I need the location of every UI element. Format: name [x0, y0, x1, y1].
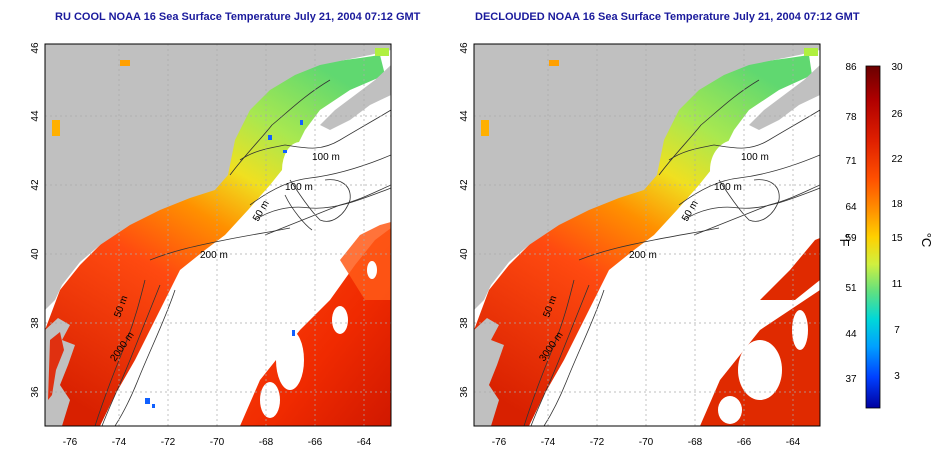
sst-islands-right [481, 48, 818, 136]
f-tick-44: 44 [845, 329, 857, 340]
lon-tick-left-64: -64 [357, 437, 372, 448]
lon-tick-right-66: -66 [737, 437, 752, 448]
water-bay-left [48, 332, 64, 400]
f-tick-59: 59 [845, 233, 857, 244]
contour-label-right-0: 100 m [741, 152, 769, 163]
colorbar-f-ticks: 86 78 71 64 59 51 44 37 [845, 62, 857, 385]
f-tick-64: 64 [845, 202, 857, 213]
f-tick-51: 51 [845, 283, 857, 294]
contour-label-left-3: 200 m [200, 250, 228, 261]
graticule-left [45, 44, 391, 426]
lon-tick-left-72: -72 [161, 437, 176, 448]
colorbar-gradient [865, 65, 881, 409]
c-tick-26: 26 [891, 109, 903, 120]
lon-tick-left-76: -76 [63, 437, 78, 448]
lon-tick-right-68: -68 [688, 437, 703, 448]
lat-tick-left-42: 42 [30, 179, 41, 191]
map-frame-right [473, 43, 821, 427]
contour-label-right-3: 200 m [629, 250, 657, 261]
graticule-right [474, 44, 820, 426]
lat-axis-left: 36 38 40 42 44 46 [30, 42, 41, 398]
map-panel-left: 100 m 100 m 50 m 200 m 50 m 2000 m 36 38… [30, 42, 392, 448]
lat-tick-right-44: 44 [459, 110, 470, 122]
map-title-left: RU COOL NOAA 16 Sea Surface Temperature … [55, 11, 421, 23]
lon-axis-right: -76 -74 -72 -70 -68 -66 -64 [492, 437, 801, 448]
cold-speckles-left [145, 120, 303, 408]
f-tick-86: 86 [845, 62, 857, 73]
lon-tick-right-72: -72 [590, 437, 605, 448]
lat-tick-left-44: 44 [30, 110, 41, 122]
lat-tick-right-36: 36 [459, 386, 470, 398]
lon-tick-right-76: -76 [492, 437, 507, 448]
contour-label-left-1: 100 m [285, 182, 313, 193]
lat-tick-right-38: 38 [459, 317, 470, 329]
lat-tick-left-38: 38 [30, 317, 41, 329]
bathymetry-contours-right [523, 79, 820, 426]
land-right [474, 44, 820, 310]
lon-axis-left: -76 -74 -72 -70 -68 -66 -64 [63, 437, 372, 448]
lon-tick-right-70: -70 [639, 437, 654, 448]
f-tick-37: 37 [845, 374, 857, 385]
c-tick-30: 30 [891, 62, 903, 73]
land-left-east [320, 65, 391, 130]
c-tick-7: 7 [894, 325, 900, 336]
map-title-right: DECLOUDED NOAA 16 Sea Surface Temperatur… [475, 11, 860, 23]
lon-tick-right-64: -64 [786, 437, 801, 448]
sst-offshore-left-2 [340, 222, 391, 300]
lat-axis-right: 36 38 40 42 44 46 [459, 42, 470, 398]
lon-tick-left-74: -74 [112, 437, 127, 448]
colorbar-f-unit: °F [837, 233, 852, 246]
lon-tick-left-66: -66 [308, 437, 323, 448]
sst-islands-left [52, 48, 389, 136]
c-tick-11: 11 [892, 279, 903, 290]
bathymetry-contours-left [94, 79, 391, 426]
lon-tick-left-70: -70 [210, 437, 225, 448]
colorbar: 86 78 71 64 59 51 44 37 30 26 22 18 15 1… [837, 62, 934, 409]
c-tick-18: 18 [891, 199, 903, 210]
c-tick-22: 22 [891, 154, 903, 165]
lon-tick-left-68: -68 [259, 437, 274, 448]
colorbar-c-ticks: 30 26 22 18 15 11 7 3 [891, 62, 903, 382]
lat-tick-left-46: 46 [30, 42, 41, 54]
cloud-gaps-left [260, 142, 377, 418]
land-right-south [474, 318, 504, 426]
f-tick-71: 71 [845, 156, 857, 167]
sst-field-left [45, 55, 385, 426]
c-tick-3: 3 [894, 371, 900, 382]
map-panel-right: 100 m 100 m 50 m 200 m 50 m 3000 m 36 38… [459, 42, 821, 448]
c-tick-15: 15 [891, 233, 903, 244]
lat-tick-right-46: 46 [459, 42, 470, 54]
lat-tick-right-42: 42 [459, 179, 470, 191]
lat-tick-right-40: 40 [459, 248, 470, 260]
map-frame-left [44, 43, 392, 427]
land-right-east [749, 65, 820, 130]
land-left [45, 44, 391, 310]
lat-tick-left-36: 36 [30, 386, 41, 398]
contour-label-right-1: 100 m [714, 182, 742, 193]
f-tick-78: 78 [845, 112, 857, 123]
lat-tick-left-40: 40 [30, 248, 41, 260]
lon-tick-right-74: -74 [541, 437, 556, 448]
colorbar-c-unit: °C [919, 233, 934, 248]
contour-label-left-0: 100 m [312, 152, 340, 163]
